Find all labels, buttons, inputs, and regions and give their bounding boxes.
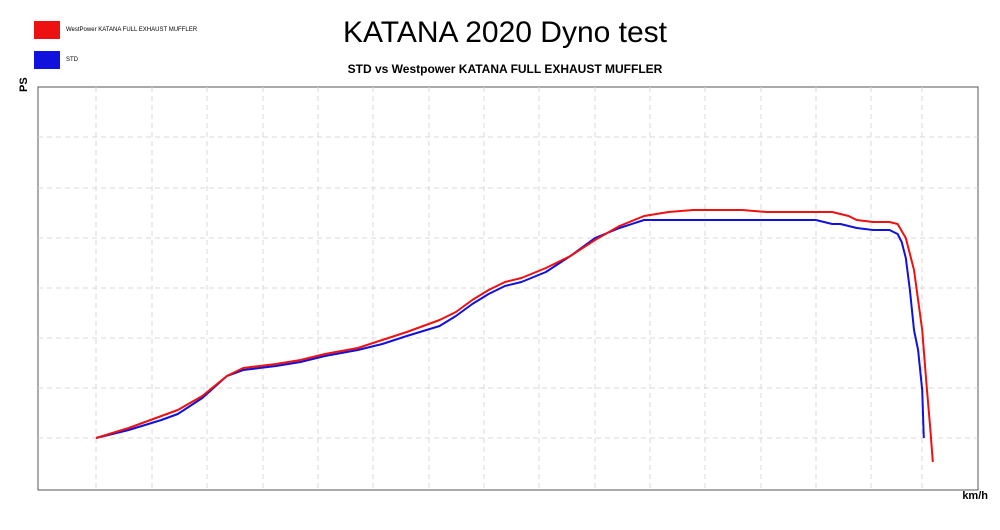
legend-item-westpower: WestPower KATANA FULL EXHAUST MUFFLER bbox=[34, 20, 197, 40]
series-lines bbox=[95, 209, 934, 463]
x-axis-label: km/h bbox=[962, 490, 988, 502]
legend-label-westpower: WestPower KATANA FULL EXHAUST MUFFLER bbox=[66, 27, 198, 33]
legend-item-std: STD bbox=[34, 50, 78, 70]
series-line-westpower bbox=[95, 209, 934, 463]
legend-swatch-std bbox=[34, 51, 60, 69]
legend-swatch-westpower bbox=[34, 21, 60, 39]
chart-title: KATANA 2020 Dyno test bbox=[342, 16, 668, 49]
chart-subtitle: STD vs Westpower KATANA FULL EXHAUST MUF… bbox=[347, 62, 663, 76]
grid bbox=[38, 87, 978, 490]
series-line-std bbox=[95, 219, 925, 439]
legend-label-std: STD bbox=[66, 57, 78, 63]
